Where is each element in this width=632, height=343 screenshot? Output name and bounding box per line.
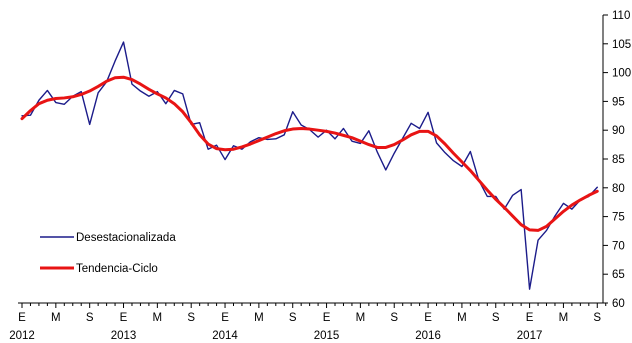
x-year-label: 2012 xyxy=(9,330,35,342)
x-axis: E M S E M S E M S E M S E M S E M S 2012 2013 2014 2015 2016 20… xyxy=(9,302,607,342)
x-tick-label: M xyxy=(254,312,264,324)
x-tick-label: S xyxy=(593,312,601,324)
x-year-label: 2013 xyxy=(111,330,137,342)
x-tick-label: S xyxy=(289,312,297,324)
y-tick-label: 65 xyxy=(612,269,625,281)
y-tick-label: 85 xyxy=(612,154,625,166)
x-tick-label: S xyxy=(492,312,500,324)
y-tick-label: 70 xyxy=(612,240,625,252)
x-tick-label: S xyxy=(86,312,94,324)
legend: Desestacionalizada Tendencia-Ciclo xyxy=(40,232,176,275)
y-tick-label: 80 xyxy=(612,183,625,195)
y-tick-label: 100 xyxy=(612,68,631,80)
x-tick-label: E xyxy=(221,312,229,324)
x-tick-label: E xyxy=(526,312,534,324)
series-layer xyxy=(20,41,599,290)
x-tick-label: E xyxy=(323,312,331,324)
x-tick-label: S xyxy=(187,312,195,324)
legend-label: Tendencia-Ciclo xyxy=(76,263,158,275)
y-tick-label: 60 xyxy=(612,298,625,310)
series-line-tendencia-ciclo xyxy=(20,75,599,232)
x-tick-label: M xyxy=(559,312,569,324)
x-tick-label: E xyxy=(424,312,432,324)
y-tick-label: 95 xyxy=(612,96,625,108)
y-axis: 60 65 70 75 80 85 90 95 100 105 110 xyxy=(602,10,631,310)
legend-label: Desestacionalizada xyxy=(76,232,176,244)
x-tick-label: M xyxy=(457,312,467,324)
y-tick-label: 110 xyxy=(612,10,630,22)
y-tick-label: 75 xyxy=(612,212,625,224)
x-year-label: 2017 xyxy=(517,330,543,342)
x-tick-label: E xyxy=(18,312,26,324)
x-year-label: 2015 xyxy=(314,330,340,342)
x-tick-label: M xyxy=(356,312,366,324)
x-year-label: 2014 xyxy=(212,330,238,342)
x-tick-label: M xyxy=(51,312,61,324)
x-year-label: 2016 xyxy=(415,330,441,342)
y-tick-label: 105 xyxy=(612,39,631,51)
x-tick-label: E xyxy=(120,312,128,324)
x-tick-label: M xyxy=(153,312,163,324)
x-tick-label: S xyxy=(390,312,398,324)
y-tick-label: 90 xyxy=(612,125,625,137)
